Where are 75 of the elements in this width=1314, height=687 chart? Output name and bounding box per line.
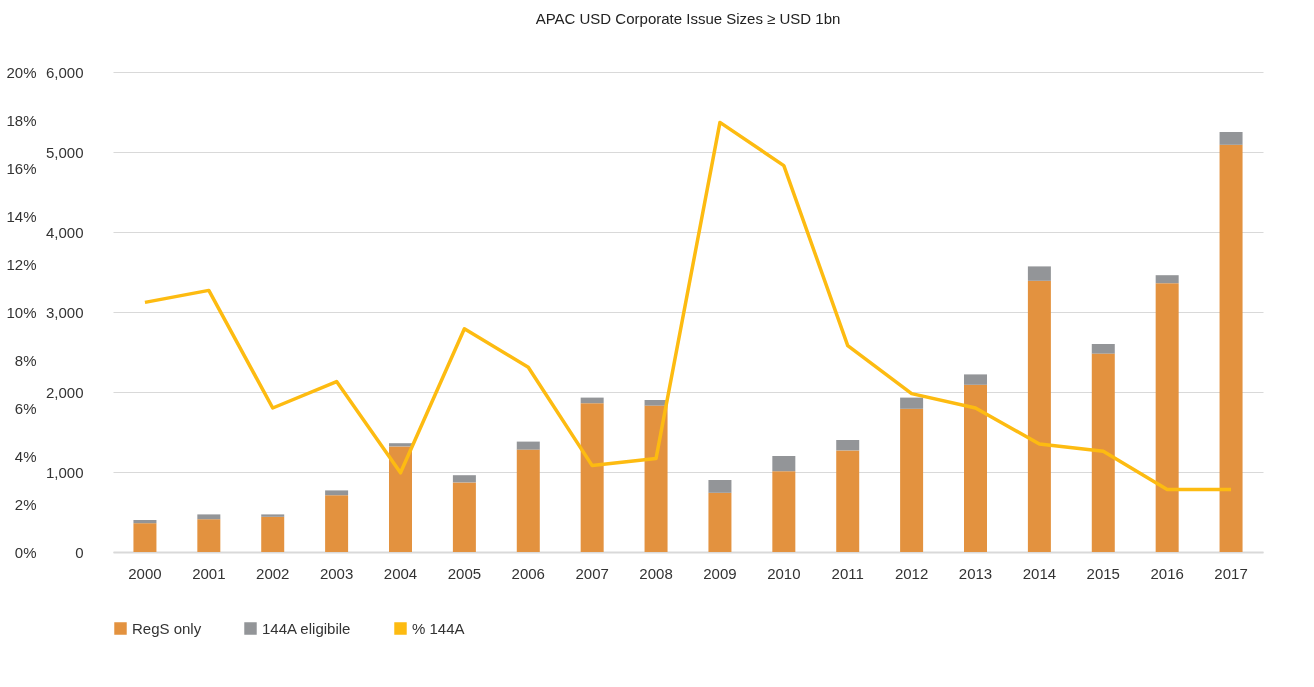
bar [325, 495, 349, 552]
bar [261, 516, 285, 552]
y-tick-label: 3,000 [45, 303, 84, 321]
x-tick-label: 2005 [447, 564, 482, 582]
bar [1091, 344, 1115, 354]
bar [708, 480, 732, 493]
bar [1219, 144, 1243, 552]
x-tick-label: 2014 [1022, 564, 1057, 582]
x-tick-label: 2008 [639, 564, 673, 582]
y2-tick-label: 2% [14, 495, 37, 513]
x-tick-label: 2015 [1086, 564, 1120, 582]
chart-title: APAC USD Corporate Issue Sizes ≥ USD 1bn [535, 10, 841, 27]
bar [1091, 353, 1115, 552]
bar [261, 514, 285, 517]
x-tick-label: 2011 [831, 564, 864, 582]
y2-tick-label: 18% [6, 111, 37, 129]
y2-tick-label: 16% [6, 159, 37, 177]
x-tick-label: 2013 [958, 564, 993, 582]
legend-label: RegS only [132, 619, 202, 637]
bar [197, 514, 221, 520]
x-tick-label: 2010 [767, 564, 801, 582]
x-tick-label: 2004 [383, 564, 418, 582]
x-tick-label: 2017 [1214, 564, 1248, 582]
legend-label: % 144A [412, 619, 465, 637]
y-tick-label: 4,000 [45, 223, 84, 241]
bar [708, 492, 732, 552]
bar [389, 443, 412, 447]
x-tick-label: 2007 [575, 564, 609, 582]
bar [1155, 275, 1179, 284]
bar [133, 523, 157, 552]
bar [1219, 132, 1243, 145]
y-tick-label: 5,000 [45, 143, 84, 161]
bar [772, 456, 796, 472]
bar [900, 397, 924, 409]
bar [452, 482, 476, 552]
x-tick-label: 2003 [319, 564, 354, 582]
bar [900, 408, 924, 552]
bar [644, 405, 668, 552]
bar [1155, 283, 1179, 552]
bar [836, 450, 860, 552]
x-tick-label: 2000 [128, 564, 162, 582]
bar [1027, 280, 1051, 552]
y-tick-label: 6,000 [45, 63, 84, 81]
x-tick-label: 2006 [511, 564, 545, 582]
y2-tick-label: 10% [6, 303, 37, 321]
x-tick-label: 2012 [894, 564, 929, 582]
y-tick-label: 0 [75, 543, 84, 561]
bar [516, 441, 540, 450]
y2-tick-label: 0% [14, 543, 37, 561]
bar [580, 403, 604, 552]
bar [133, 520, 157, 524]
y2-tick-label: 4% [14, 447, 37, 465]
y-tick-label: 2,000 [45, 383, 84, 401]
bar [516, 449, 540, 552]
y2-tick-label: 20% [6, 63, 37, 81]
bar [197, 519, 221, 552]
bar [964, 374, 987, 385]
y2-tick-label: 14% [6, 207, 37, 225]
y-tick-label: 1,000 [45, 463, 84, 481]
y2-tick-label: 6% [14, 399, 37, 417]
bar [452, 475, 476, 483]
x-tick-label: 2001 [192, 564, 226, 582]
y2-tick-label: 8% [14, 351, 37, 369]
bar [772, 471, 796, 552]
x-tick-label: 2002 [256, 564, 290, 582]
legend-label: 144A eligibile [262, 619, 351, 637]
y2-tick-label: 12% [6, 255, 37, 273]
bar [964, 384, 987, 552]
bar [836, 440, 860, 451]
bar [1027, 266, 1051, 281]
bar [325, 490, 349, 496]
bar [389, 446, 412, 552]
x-tick-label: 2009 [703, 564, 737, 582]
x-tick-label: 2016 [1150, 564, 1184, 582]
line-series [143, 120, 1233, 492]
